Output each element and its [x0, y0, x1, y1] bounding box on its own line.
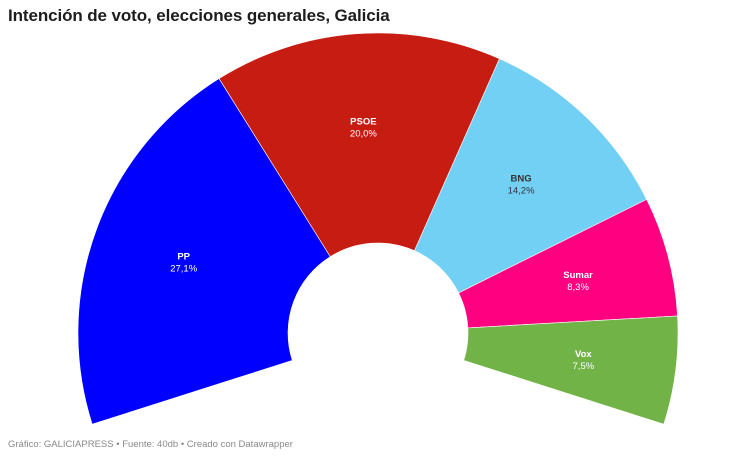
chart-footer: Gráfico: GALICIAPRESS • Fuente: 40db • C… — [8, 439, 293, 450]
segment-label-value: 7,5% — [573, 361, 595, 372]
segment-pp[interactable] — [77, 78, 331, 425]
segment-label-name: PSOE — [350, 117, 376, 128]
segment-label-name: Sumar — [563, 270, 593, 281]
segment-label-value: 20,0% — [350, 129, 377, 140]
segment-label-name: Vox — [575, 349, 592, 360]
segment-bng[interactable] — [414, 58, 648, 294]
segment-label-value: 8,3% — [567, 282, 589, 293]
segment-label-name: PP — [177, 252, 190, 263]
segment-psoe[interactable] — [218, 32, 500, 258]
chart-title: Intención de voto, elecciones generales,… — [8, 6, 390, 25]
segment-label-value: 27,1% — [170, 264, 197, 275]
segment-vox[interactable] — [463, 315, 679, 425]
segment-label-name: BNG — [511, 173, 532, 184]
segment-label-value: 14,2% — [508, 185, 535, 196]
chart-segments — [77, 32, 679, 425]
